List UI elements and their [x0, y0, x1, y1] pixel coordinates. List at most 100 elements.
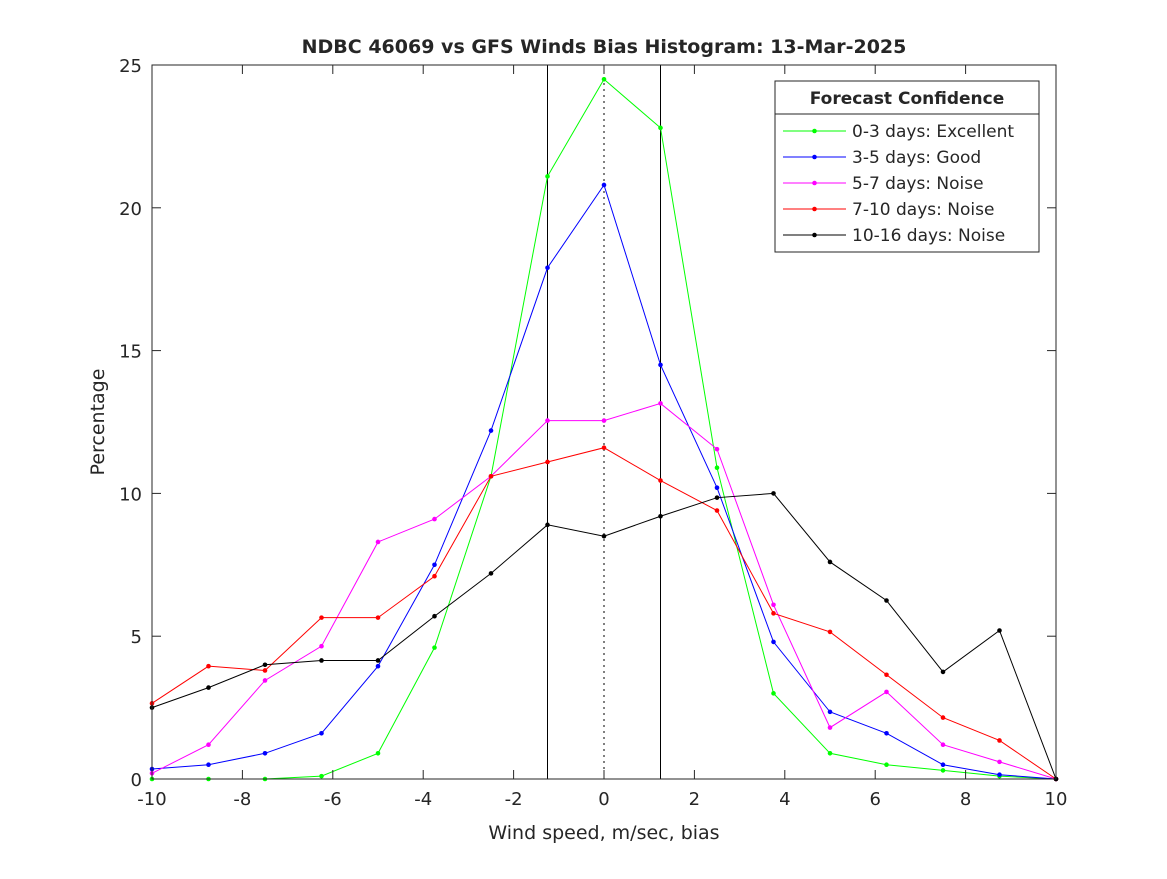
chart-title: NDBC 46069 vs GFS Winds Bias Histogram: … — [302, 36, 907, 58]
data-point — [375, 539, 381, 545]
legend-box — [774, 80, 1040, 253]
legend-marker — [812, 180, 817, 186]
data-point — [658, 513, 663, 519]
x-tick-label: 2 — [689, 789, 700, 810]
data-point — [714, 508, 720, 513]
series-group — [149, 76, 1059, 782]
data-point — [432, 562, 437, 568]
data-point — [658, 125, 663, 131]
data-point — [432, 573, 437, 579]
series-3 — [149, 445, 1059, 782]
data-point — [601, 418, 607, 423]
data-point — [940, 669, 946, 675]
data-point — [771, 491, 776, 496]
data-point — [714, 446, 720, 452]
data-point — [940, 742, 946, 748]
data-point — [884, 762, 889, 768]
data-point — [771, 611, 776, 616]
data-point — [488, 473, 494, 479]
series-line — [151, 402, 1057, 780]
legend-label: 5-7 days: Noise — [852, 174, 984, 194]
data-point — [206, 663, 211, 669]
x-tick-label: -2 — [505, 789, 523, 810]
y-tick-label: 5 — [131, 627, 142, 648]
series-4 — [149, 491, 1059, 782]
y-tick-label: 20 — [119, 199, 142, 220]
data-point — [432, 613, 437, 619]
data-point — [262, 668, 268, 673]
y-tick-label: 10 — [119, 484, 142, 505]
data-point — [827, 750, 833, 756]
data-point — [940, 768, 946, 773]
data-point — [206, 685, 211, 690]
data-point — [997, 628, 1002, 633]
data-point — [375, 658, 381, 663]
series-2 — [149, 401, 1059, 782]
data-point — [545, 265, 550, 271]
data-point — [319, 615, 324, 620]
data-point — [545, 459, 550, 465]
data-point — [432, 516, 437, 522]
data-point — [488, 571, 494, 576]
legend-label: 10-16 days: Noise — [852, 226, 1005, 246]
data-point — [545, 418, 550, 423]
x-tick-label: -8 — [233, 789, 251, 810]
data-point — [884, 689, 889, 695]
data-point — [319, 731, 324, 736]
series-1 — [149, 182, 1059, 782]
data-point — [432, 645, 437, 650]
legend-marker — [812, 128, 817, 134]
data-point — [827, 709, 833, 715]
data-point — [319, 658, 324, 663]
data-point — [375, 663, 381, 669]
data-point — [319, 643, 324, 649]
data-point — [488, 428, 494, 433]
data-point — [601, 445, 607, 451]
data-point — [884, 672, 889, 678]
legend-marker — [812, 232, 817, 238]
axis-ticks: -10 -8 -6 -4 -2 0 2 4 6 8 10 0 5 10 15 20 25 — [119, 56, 1067, 810]
data-point — [262, 678, 268, 683]
legend-marker — [812, 154, 817, 160]
legend-label: 0-3 days: Excellent — [852, 122, 1014, 142]
x-tick-label: 6 — [869, 789, 880, 810]
data-point — [771, 639, 776, 645]
data-point — [771, 691, 776, 696]
data-point — [827, 725, 833, 730]
y-tick-label: 15 — [119, 342, 142, 363]
data-point — [375, 750, 381, 756]
data-point — [658, 362, 663, 368]
data-point — [262, 662, 268, 668]
x-tick-label: -4 — [414, 789, 432, 810]
data-point — [319, 773, 324, 779]
data-point — [884, 731, 889, 736]
data-point — [827, 629, 833, 635]
data-point — [601, 76, 607, 82]
x-tick-label: -6 — [324, 789, 342, 810]
data-point — [997, 759, 1002, 765]
data-point — [940, 715, 946, 720]
data-point — [771, 602, 776, 608]
data-point — [375, 615, 381, 620]
data-point — [206, 762, 211, 768]
legend: Forecast Confidence 0-3 days: Excellent 3… — [774, 80, 1040, 253]
data-point — [601, 533, 607, 539]
data-point — [997, 738, 1002, 743]
data-point — [545, 522, 550, 528]
data-point — [884, 598, 889, 603]
data-point — [997, 772, 1002, 778]
data-point — [714, 485, 720, 490]
data-point — [714, 495, 720, 500]
data-point — [545, 174, 550, 179]
data-point — [206, 742, 211, 748]
data-point — [658, 478, 663, 483]
data-point — [658, 401, 663, 406]
data-point — [940, 762, 946, 768]
x-axis-label: Wind speed, m/sec, bias — [488, 822, 719, 844]
y-axis-label: Percentage — [87, 369, 109, 476]
x-tick-label: 0 — [598, 789, 609, 810]
x-tick-label: 10 — [1045, 789, 1068, 810]
legend-marker — [812, 206, 817, 212]
y-tick-label: 25 — [119, 56, 142, 77]
